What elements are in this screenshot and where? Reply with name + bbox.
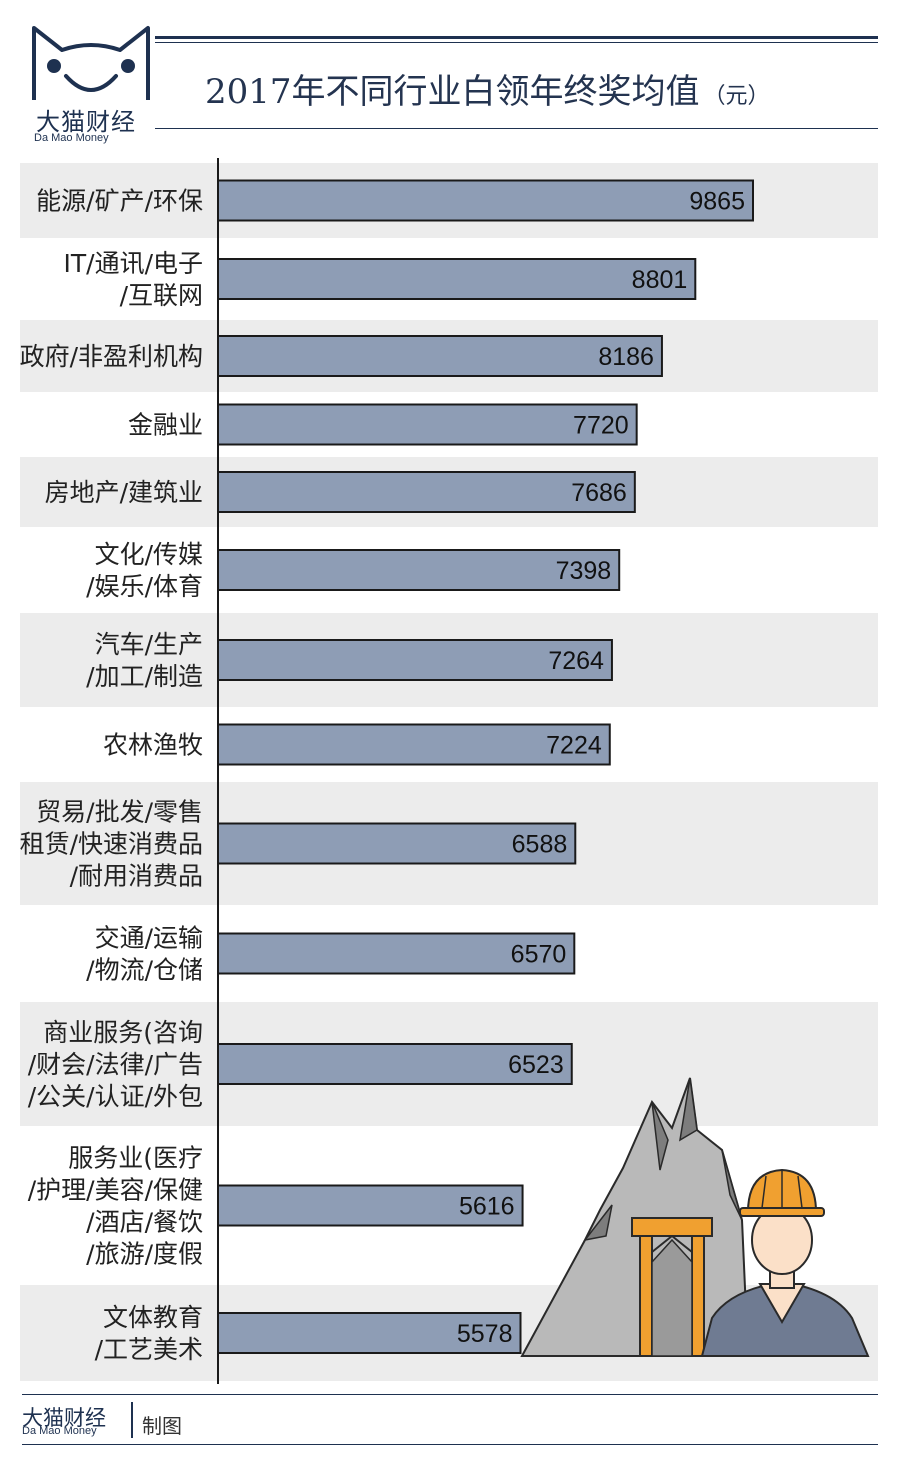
- value-label: 7398: [556, 557, 612, 585]
- chart-title-unit: （元）: [703, 84, 770, 109]
- category-labels: 能源/矿产/环保 IT/通讯/电子/互联网政府/非盈利机构金融业房地产/建筑业文化…: [20, 187, 203, 1365]
- bar: [217, 822, 577, 865]
- category-label: /娱乐/体育: [86, 572, 203, 601]
- footer-brand-en: Da Mao Money: [22, 1425, 97, 1437]
- footer-rule-bottom: [22, 1444, 878, 1445]
- category-label: 商业服务(咨询: [43, 1018, 203, 1047]
- value-label: 7264: [548, 647, 604, 675]
- header-rule-bottom: [155, 128, 878, 129]
- mine-post-right: [691, 1235, 705, 1357]
- category-label: 贸易/批发/零售: [36, 798, 203, 827]
- value-label: 6588: [512, 831, 568, 859]
- brand-logo: 大猫财经 Da Mao Money: [18, 18, 153, 148]
- mine-post-left: [639, 1235, 653, 1357]
- category-label: 政府/非盈利机构: [20, 342, 203, 371]
- chart-title: 2017年不同行业白领年终奖均值 （元）: [205, 64, 770, 113]
- value-label: 5616: [459, 1193, 515, 1221]
- bar: [217, 179, 754, 222]
- bar: [217, 549, 621, 591]
- category-label: /旅游/度假: [86, 1240, 203, 1269]
- bars: 9865 8801 8186 7720 7686 7398 7264 7224 6588 6570…: [217, 179, 754, 1354]
- category-label: /物流/仓储: [86, 956, 203, 985]
- value-label: 9865: [689, 188, 745, 216]
- category-label: /加工/制造: [86, 662, 203, 691]
- bar: [217, 335, 663, 377]
- value-label: 5578: [457, 1320, 513, 1348]
- chart-title-text: 2017年不同行业白领年终奖均值: [205, 72, 700, 112]
- bar: [217, 1184, 524, 1227]
- category-label: 汽车/生产: [95, 630, 203, 659]
- category-label: 房地产/建筑业: [45, 478, 203, 507]
- category-label: IT/通讯/电子: [64, 249, 204, 278]
- category-label: /财会/法律/广告: [28, 1050, 203, 1079]
- value-label: 8186: [598, 343, 654, 371]
- category-label: 农林渔牧: [103, 731, 203, 760]
- value-label: 6570: [511, 941, 567, 969]
- footer-separator: [131, 1402, 133, 1438]
- category-label: 服务业(医疗: [68, 1144, 203, 1173]
- category-label: /工艺美术: [95, 1335, 203, 1364]
- header-rule-top-thin: [155, 42, 878, 43]
- mine-brace: [651, 1235, 693, 1253]
- bar: [217, 403, 638, 446]
- category-label: 文化/传媒: [95, 540, 203, 569]
- category-label: /公关/认证/外包: [28, 1082, 203, 1111]
- bar: [217, 639, 613, 681]
- category-label: 文体教育: [103, 1303, 203, 1332]
- bar: [217, 471, 636, 513]
- footer-brand-cn: 大猫财经: [22, 1406, 106, 1430]
- bar: [217, 723, 611, 766]
- hardhat-ridge: [761, 1170, 803, 1209]
- value-label: 7224: [546, 732, 602, 760]
- bar: [217, 1312, 522, 1354]
- category-label: /酒店/餐饮: [86, 1208, 203, 1237]
- value-label: 8801: [632, 266, 688, 294]
- category-label: 租赁/快速消费品: [20, 830, 203, 859]
- hardhat-brim: [739, 1207, 825, 1217]
- value-label: 6523: [508, 1051, 564, 1079]
- category-label: 交通/运输: [95, 924, 203, 953]
- category-label: /耐用消费品: [70, 862, 203, 891]
- mine-entrance: [651, 1238, 693, 1357]
- bar: [217, 258, 697, 300]
- value-label: 7720: [573, 412, 629, 440]
- cat-face-icon: [32, 26, 150, 100]
- brand-name-en: Da Mao Money: [34, 132, 109, 144]
- mine-crossbeam: [631, 1217, 713, 1237]
- value-label: 7686: [571, 479, 627, 507]
- footer-note: 制图: [142, 1414, 182, 1438]
- footer-rule-top: [22, 1394, 878, 1395]
- category-label: 金融业: [128, 411, 203, 440]
- category-label: /互联网: [120, 281, 203, 310]
- bar: [217, 1043, 573, 1085]
- category-label: /护理/美容/保健: [28, 1176, 203, 1205]
- brand-name-cn: 大猫财经: [36, 108, 136, 136]
- mountain-shadow: [583, 1077, 743, 1242]
- miner-illustration: [520, 1077, 870, 1357]
- bar: [217, 932, 576, 975]
- category-label: 能源/矿产/环保: [36, 187, 203, 216]
- header-rule-top: [155, 36, 878, 39]
